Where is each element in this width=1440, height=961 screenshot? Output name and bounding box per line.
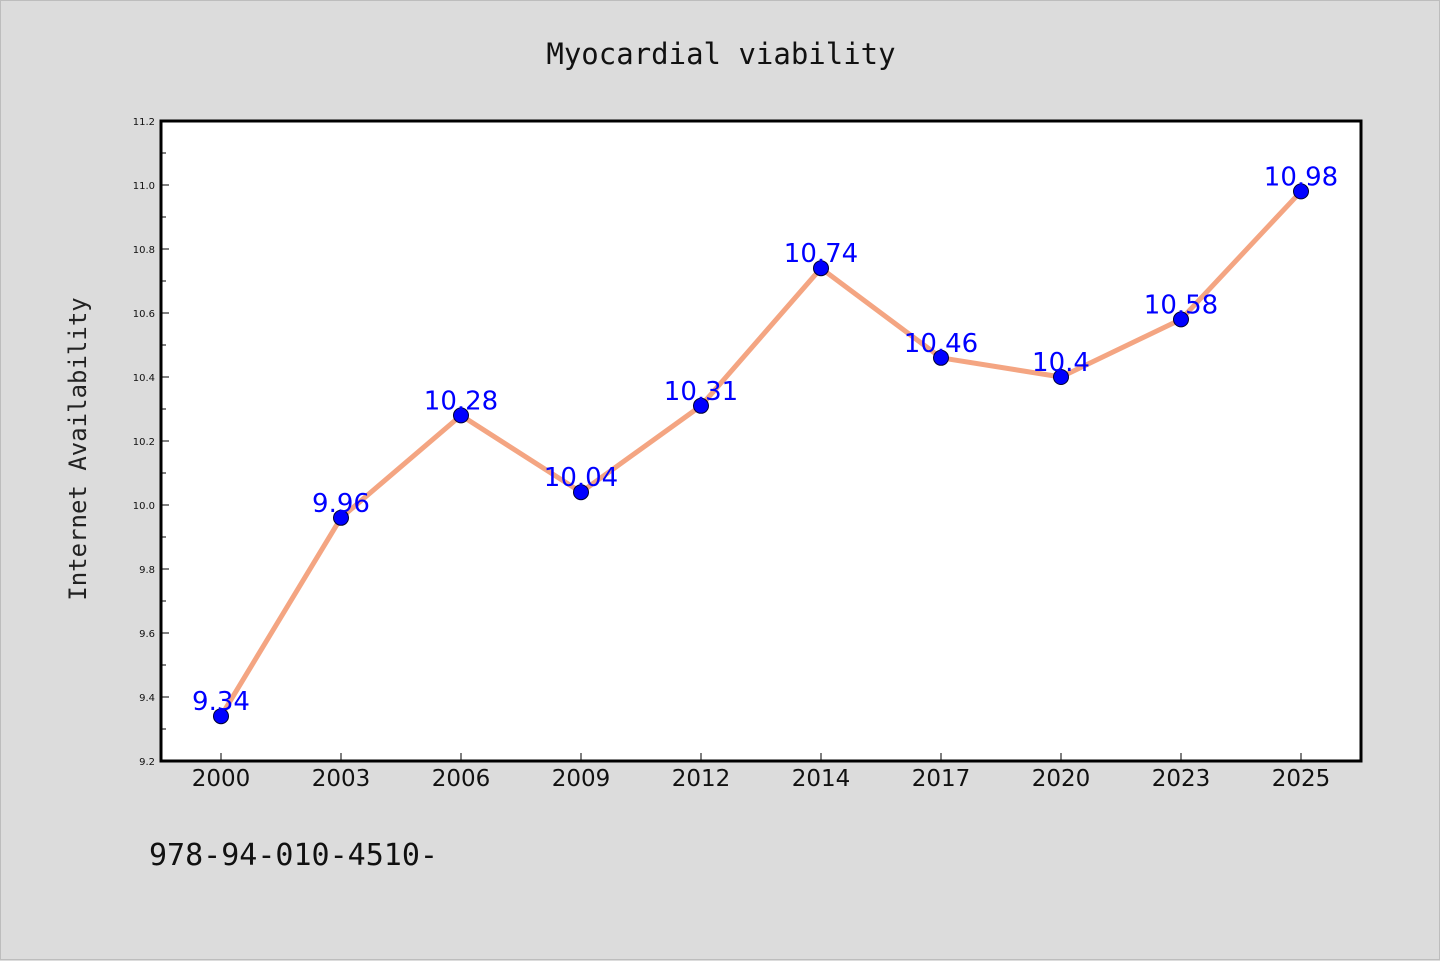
- y-tick-label: 10.8: [133, 245, 155, 256]
- y-tick-label: 11.0: [133, 181, 155, 192]
- x-tick-label: 2003: [312, 766, 371, 792]
- x-tick-label: 2006: [432, 766, 491, 792]
- data-point: [213, 708, 229, 725]
- y-tick-label: 10.6: [133, 309, 155, 320]
- y-tick-label: 9.6: [139, 629, 155, 640]
- data-point: [693, 397, 709, 414]
- y-axis-ticks: 9.2 9.4 9.6 9.8 10.0 10.2 10.4 10.6 10.8 11.0 11.2: [133, 117, 169, 768]
- x-tick-label: 2012: [672, 766, 731, 792]
- data-point: [933, 349, 949, 366]
- y-axis-label: Internet Availability: [64, 297, 92, 600]
- data-label: 9.34: [192, 687, 250, 717]
- data-point: [1173, 311, 1189, 328]
- data-point: [453, 407, 469, 424]
- data-point: [813, 260, 829, 277]
- data-label: 10.46: [904, 329, 978, 359]
- data-label: 10.4: [1032, 348, 1090, 378]
- data-label: 10.98: [1264, 162, 1338, 192]
- y-tick-label: 10.4: [133, 373, 155, 384]
- data-label: 10.58: [1144, 290, 1218, 320]
- plot-border: [159, 119, 1363, 763]
- data-label: 9.96: [312, 489, 370, 519]
- series-line-group: [218, 188, 1304, 719]
- series-line: [218, 188, 1304, 719]
- data-point: [1053, 369, 1069, 385]
- plot-area: [161, 121, 1361, 761]
- y-tick-label: 10.0: [133, 501, 155, 512]
- data-label: 10.31: [664, 377, 738, 407]
- data-points: [213, 183, 1309, 725]
- y-tick-label: 9.8: [139, 565, 155, 576]
- x-tick-label: 2020: [1032, 766, 1091, 792]
- y-tick-label: 11.2: [133, 117, 155, 128]
- y-tick-label: 9.2: [139, 757, 155, 768]
- x-axis-ticks: 2000 2003 2006 2009 2012 2014 2017 2020 2023 2025: [192, 753, 1331, 792]
- chart-title: Myocardial viability: [546, 37, 895, 71]
- footer-code: 978-94-010-4510-: [149, 838, 438, 873]
- x-tick-label: 2000: [192, 766, 251, 792]
- data-label: 10.28: [424, 386, 498, 416]
- x-tick-label: 2014: [792, 766, 851, 792]
- data-label: 10.74: [784, 239, 858, 269]
- data-point: [573, 484, 589, 501]
- x-tick-label: 2009: [552, 766, 611, 792]
- y-tick-label: 10.2: [133, 437, 155, 448]
- x-tick-label: 2023: [1152, 766, 1211, 792]
- data-point: [333, 509, 349, 526]
- y-tick-label: 9.4: [139, 693, 155, 704]
- data-label: 10.04: [544, 463, 618, 493]
- x-tick-label: 2025: [1272, 766, 1331, 792]
- x-tick-label: 2017: [912, 766, 971, 792]
- data-labels: 9.34 9.96 10.28 10.04 10.31 10.74 10.46 10.4 10.…: [192, 162, 1338, 717]
- data-point: [1293, 183, 1309, 200]
